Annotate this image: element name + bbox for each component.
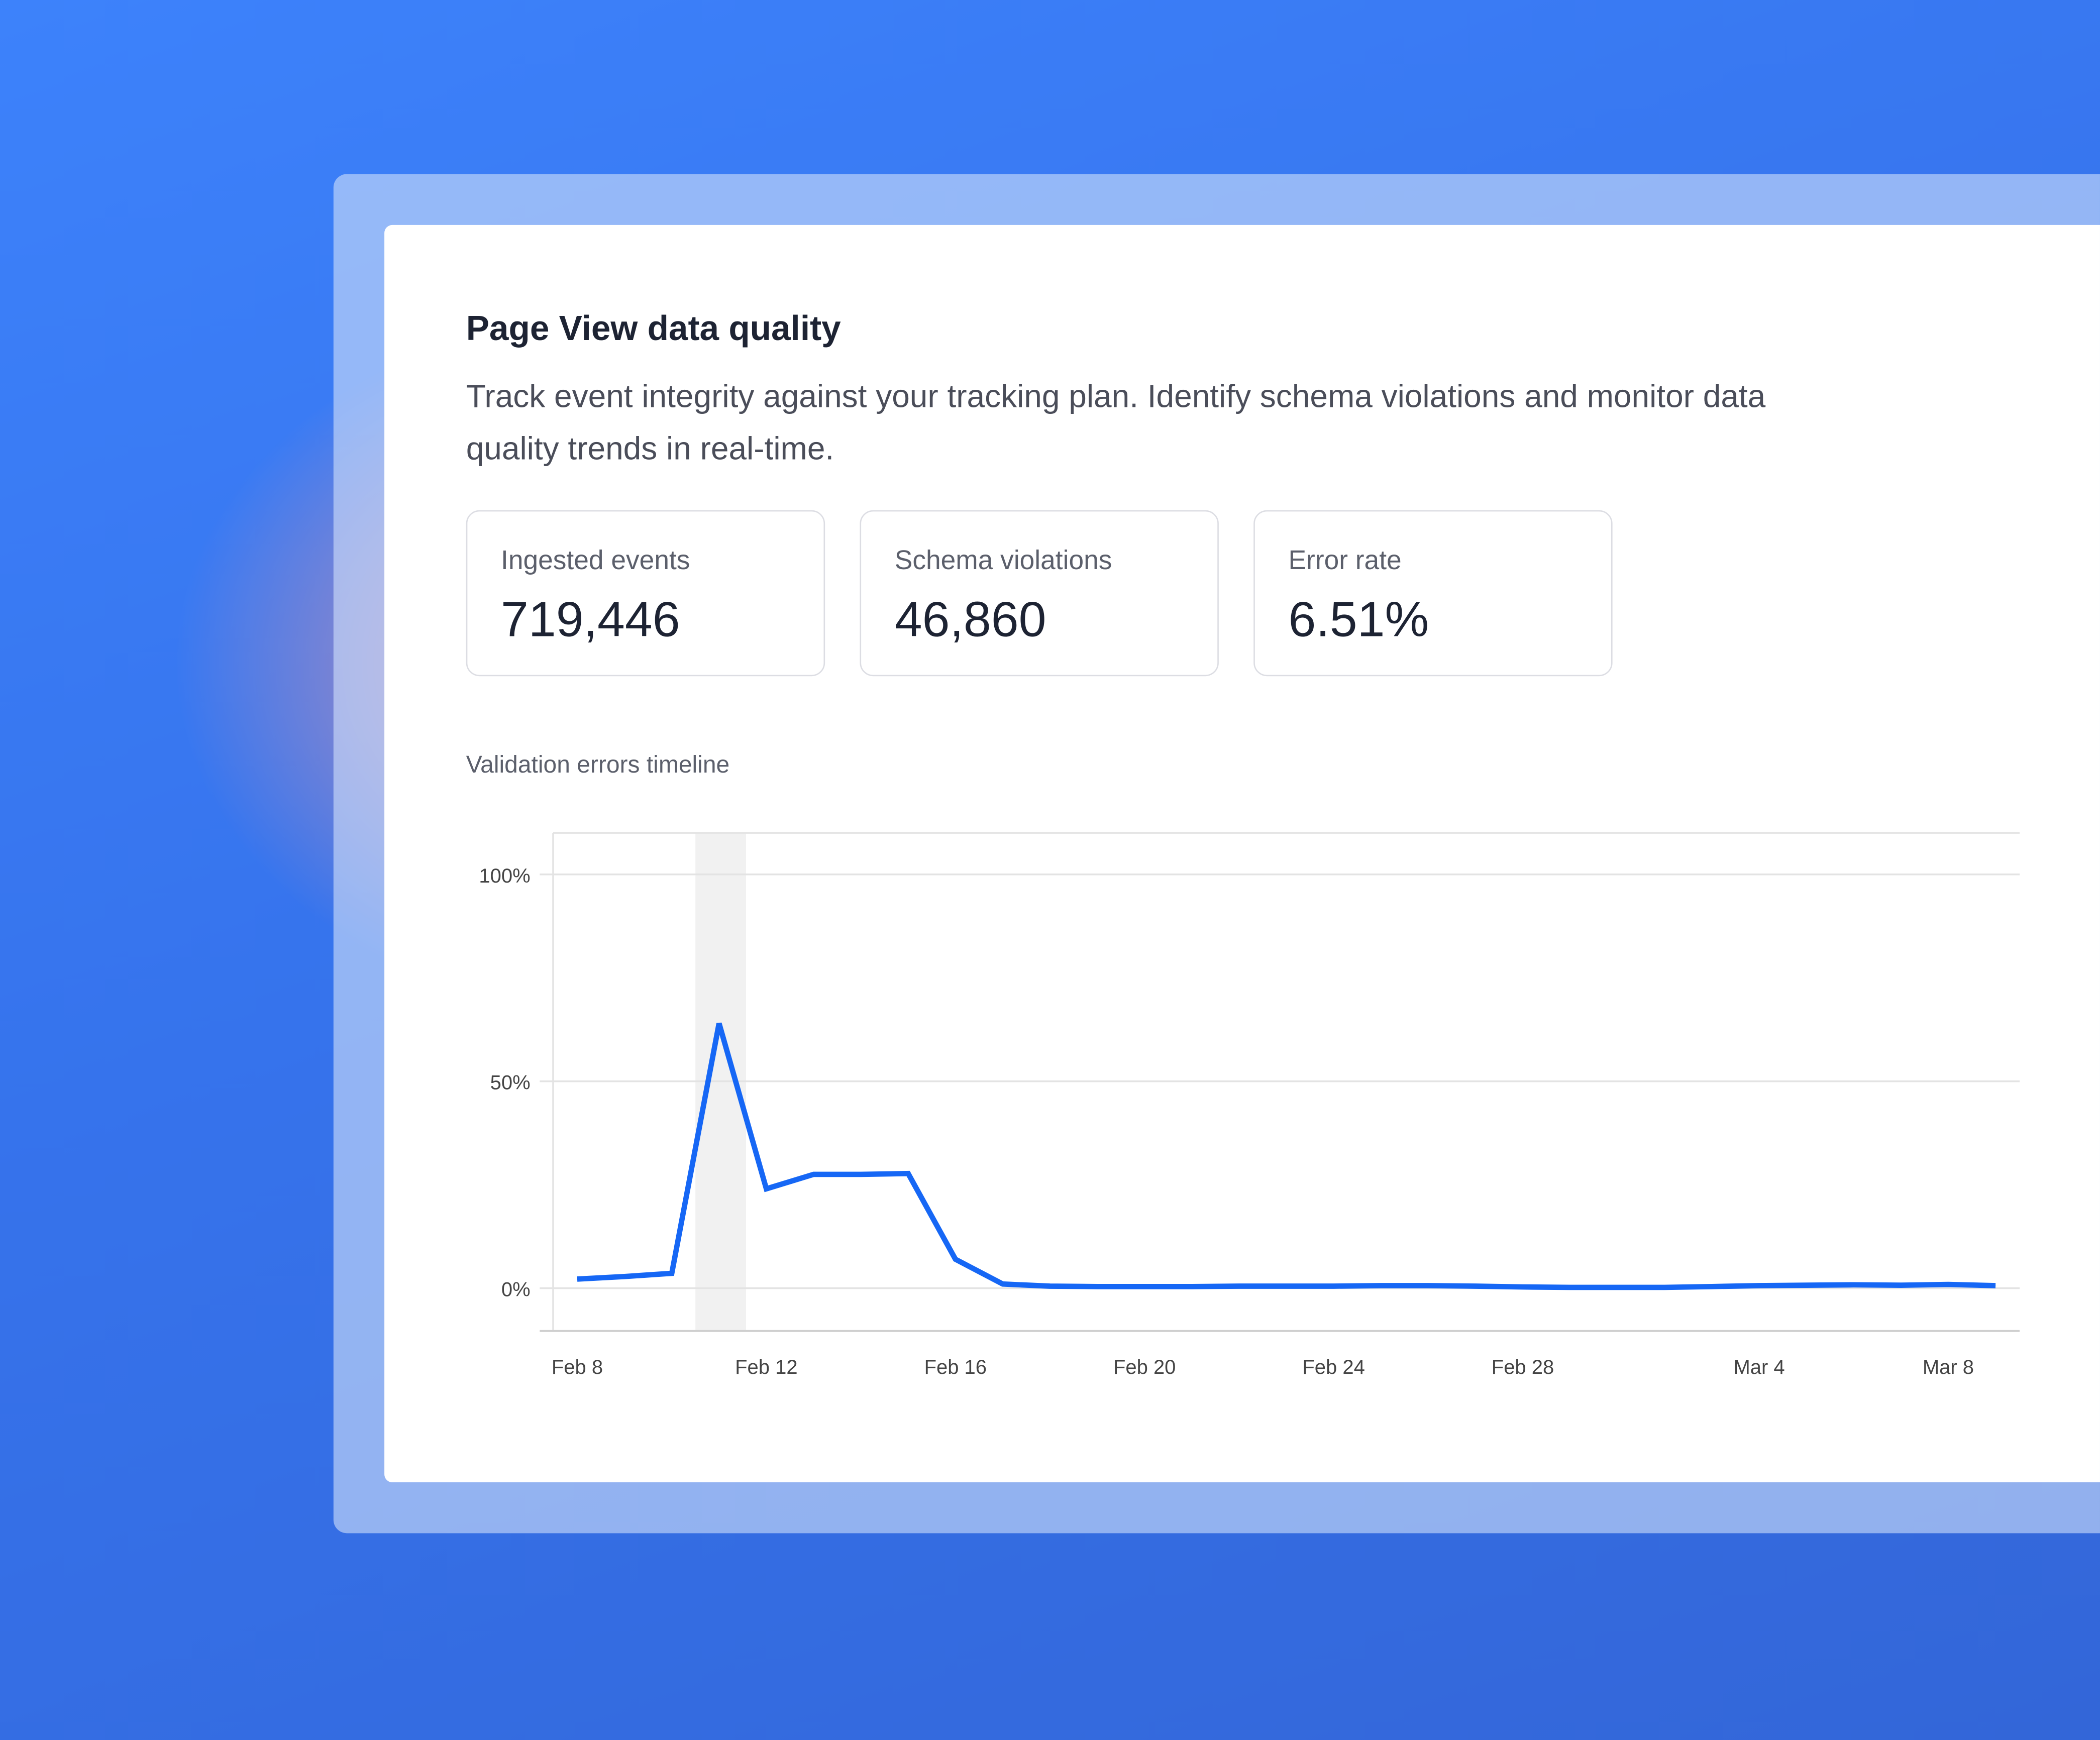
stat-value: 6.51%: [1288, 592, 1429, 647]
x-tick-label: Feb 8: [552, 1356, 603, 1378]
stat-card-ingested-events: Ingested events 719,446: [466, 510, 825, 677]
stat-card-schema-violations: Schema violations 46,860: [860, 510, 1219, 677]
x-tick-label: Feb 16: [924, 1356, 987, 1378]
page-description: Track event integrity against your track…: [466, 379, 1766, 468]
stat-value: 719,446: [501, 592, 680, 647]
stat-label: Error rate: [1288, 546, 1402, 576]
x-tick-label: Mar 4: [1733, 1356, 1784, 1378]
x-tick-label: Feb 20: [1113, 1356, 1176, 1378]
chart-title: Validation errors timeline: [466, 751, 730, 778]
stat-label: Ingested events: [501, 546, 690, 576]
page-title: Page View data quality: [466, 308, 841, 349]
data-point: [1428, 1285, 1429, 1286]
data-point: [1948, 1284, 1949, 1285]
x-tick-label: Feb 24: [1302, 1356, 1364, 1378]
x-tick-label: Mar 8: [1923, 1356, 1974, 1378]
x-tick-label: Feb 28: [1492, 1356, 1554, 1378]
y-tick-label: 0%: [501, 1278, 531, 1300]
y-tick-label: 100%: [479, 865, 530, 887]
y-tick-label: 50%: [490, 1072, 531, 1094]
data-point: [813, 1174, 814, 1175]
data-point: [624, 1276, 625, 1277]
stat-value: 46,860: [894, 592, 1046, 647]
stat-label: Schema violations: [894, 546, 1112, 576]
x-tick-label: Feb 12: [735, 1356, 797, 1378]
data-point: [1664, 1287, 1665, 1288]
stat-card-error-rate: Error rate 6.51%: [1253, 510, 1613, 677]
data-point: [1097, 1286, 1098, 1287]
error-rate-line: [577, 1022, 1996, 1290]
data-point: [1617, 1287, 1618, 1288]
data-point: [1144, 1286, 1145, 1287]
